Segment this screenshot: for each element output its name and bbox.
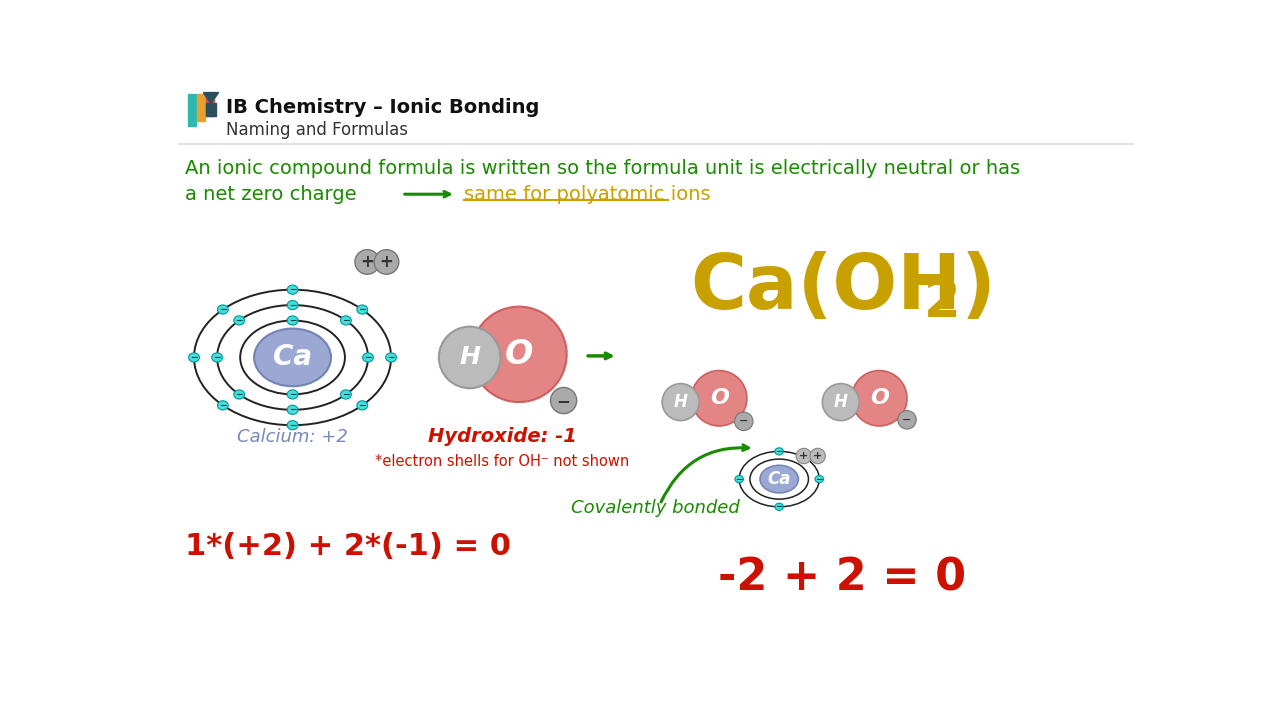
Ellipse shape xyxy=(340,390,351,399)
Text: H: H xyxy=(460,346,480,369)
Ellipse shape xyxy=(385,353,397,362)
Ellipse shape xyxy=(253,328,332,387)
Text: −: − xyxy=(776,503,783,511)
Ellipse shape xyxy=(234,316,244,325)
Ellipse shape xyxy=(188,353,200,362)
Text: Hydroxide: -1: Hydroxide: -1 xyxy=(428,427,576,446)
Circle shape xyxy=(662,384,699,420)
Circle shape xyxy=(822,384,859,420)
Text: 2: 2 xyxy=(924,276,961,328)
Text: −: − xyxy=(388,353,394,362)
Text: −: − xyxy=(236,390,243,399)
Ellipse shape xyxy=(287,390,298,399)
Ellipse shape xyxy=(287,420,298,430)
Text: Ca(OH): Ca(OH) xyxy=(691,251,997,325)
Text: O: O xyxy=(504,338,534,371)
Ellipse shape xyxy=(774,503,783,510)
Text: −: − xyxy=(902,415,911,425)
Ellipse shape xyxy=(211,353,223,362)
Ellipse shape xyxy=(760,465,799,493)
Circle shape xyxy=(810,449,826,464)
Text: −: − xyxy=(358,401,366,410)
Text: −: − xyxy=(289,405,296,414)
Bar xyxy=(206,104,216,116)
Polygon shape xyxy=(204,93,219,104)
Text: IB Chemistry – Ionic Bonding: IB Chemistry – Ionic Bonding xyxy=(227,99,540,117)
Circle shape xyxy=(735,412,753,431)
Ellipse shape xyxy=(287,405,298,415)
Text: +: + xyxy=(380,253,393,271)
Text: −: − xyxy=(289,300,296,310)
Circle shape xyxy=(691,371,746,426)
Text: +: + xyxy=(360,253,374,271)
Text: −: − xyxy=(776,447,783,456)
Ellipse shape xyxy=(362,353,374,362)
Circle shape xyxy=(439,327,500,388)
Circle shape xyxy=(355,250,380,274)
Ellipse shape xyxy=(774,448,783,455)
Text: −: − xyxy=(289,285,296,294)
Text: −: − xyxy=(342,316,349,325)
Circle shape xyxy=(471,307,567,402)
Text: a net zero charge: a net zero charge xyxy=(184,185,356,204)
Bar xyxy=(188,94,196,127)
Bar xyxy=(197,94,205,121)
Text: same for polyatomic ions: same for polyatomic ions xyxy=(463,185,710,204)
Ellipse shape xyxy=(357,401,367,410)
Text: −: − xyxy=(289,390,296,399)
Text: -2 + 2 = 0: -2 + 2 = 0 xyxy=(718,556,965,599)
Ellipse shape xyxy=(340,316,351,325)
Text: −: − xyxy=(557,392,571,410)
Text: −: − xyxy=(365,353,371,362)
Text: Naming and Formulas: Naming and Formulas xyxy=(227,120,408,138)
Text: Ca: Ca xyxy=(768,470,791,488)
Text: O: O xyxy=(709,388,728,408)
Text: −: − xyxy=(191,353,197,362)
Text: −: − xyxy=(342,390,349,399)
Text: *electron shells for OH⁻ not shown: *electron shells for OH⁻ not shown xyxy=(375,454,630,469)
Ellipse shape xyxy=(357,305,367,314)
Circle shape xyxy=(796,449,812,464)
Circle shape xyxy=(374,250,399,274)
Ellipse shape xyxy=(234,390,244,399)
Text: −: − xyxy=(736,474,742,484)
Text: +: + xyxy=(799,451,809,461)
Ellipse shape xyxy=(815,475,823,482)
Ellipse shape xyxy=(287,300,298,310)
Circle shape xyxy=(550,387,577,414)
Text: −: − xyxy=(214,353,221,362)
Ellipse shape xyxy=(735,475,744,482)
Ellipse shape xyxy=(218,305,228,314)
Circle shape xyxy=(851,371,908,426)
Text: −: − xyxy=(289,316,296,325)
Text: An ionic compound formula is written so the formula unit is electrically neutral: An ionic compound formula is written so … xyxy=(184,159,1020,179)
Circle shape xyxy=(897,410,916,429)
Text: 1*(+2) + 2*(-1) = 0: 1*(+2) + 2*(-1) = 0 xyxy=(184,532,511,562)
Text: Ca: Ca xyxy=(273,343,312,372)
Text: H: H xyxy=(833,393,847,411)
Text: −: − xyxy=(815,474,823,484)
Text: Covalently bonded: Covalently bonded xyxy=(571,500,740,518)
Text: −: − xyxy=(289,420,296,430)
Ellipse shape xyxy=(218,401,228,410)
Ellipse shape xyxy=(287,285,298,294)
Ellipse shape xyxy=(287,316,298,325)
Text: −: − xyxy=(739,416,749,426)
Text: −: − xyxy=(219,305,227,314)
Text: Calcium: +2: Calcium: +2 xyxy=(237,428,348,446)
Text: −: − xyxy=(236,316,243,325)
Text: +: + xyxy=(813,451,822,461)
Text: −: − xyxy=(219,401,227,410)
Text: −: − xyxy=(358,305,366,314)
Text: H: H xyxy=(673,393,687,411)
Bar xyxy=(206,94,214,116)
Text: O: O xyxy=(870,388,888,408)
